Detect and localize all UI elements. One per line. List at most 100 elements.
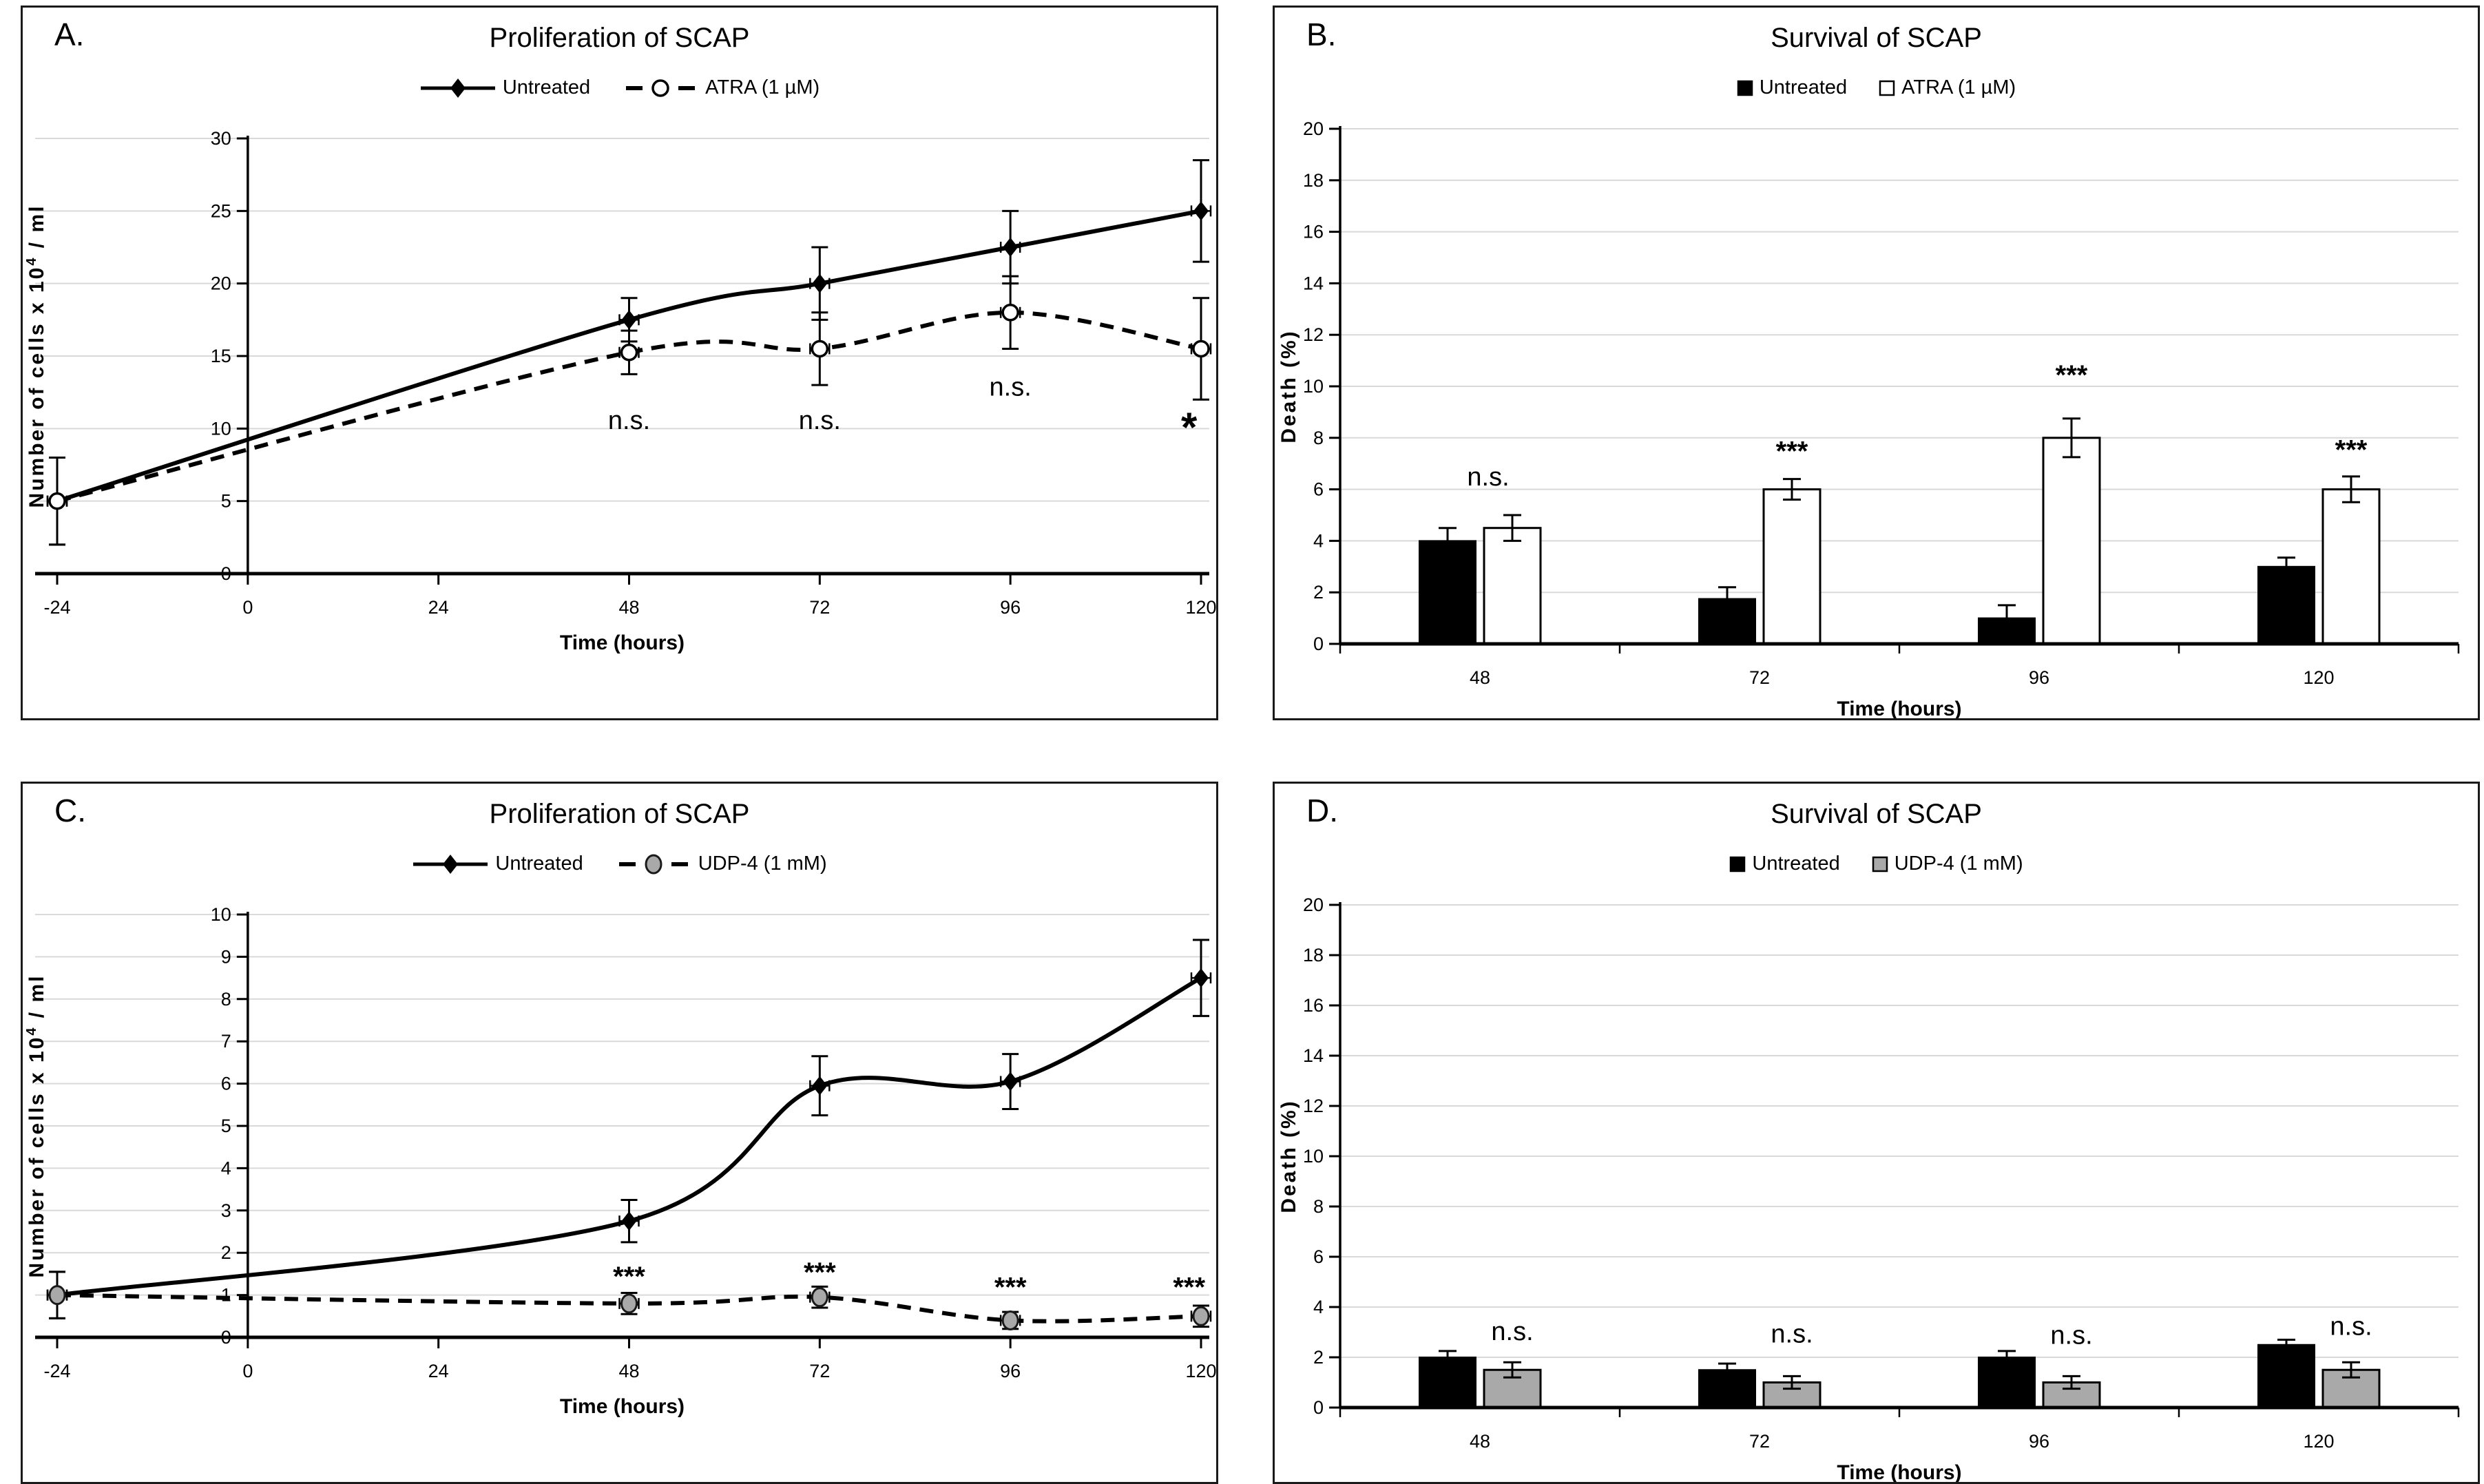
legend: Untreated UDP-4 (1 mM): [1275, 853, 2478, 875]
significance-annotation: n.s.: [2330, 1313, 2372, 1341]
significance-annotation: n.s.: [799, 406, 841, 435]
y-tick-label: 5: [221, 491, 231, 512]
y-tick-label: 6: [1313, 479, 1324, 500]
y-tick-label: 20: [1303, 118, 1324, 139]
x-tick-label: 72: [809, 1361, 830, 1381]
y-tick-label: 4: [1313, 530, 1324, 551]
panel-c-proliferation-udp4: C. Proliferation of SCAP Untreated UDP-4 …: [21, 782, 1218, 1484]
panel-b-survival-atra: B. Survival of SCAP Untreated ATRA (1 µM)…: [1273, 6, 2480, 720]
x-category-label: 72: [1749, 1431, 1770, 1452]
black-square-legend-icon: [1737, 80, 1753, 96]
legend-item: Untreated: [412, 853, 583, 875]
svg-text:Number of cells x 104 / ml: Number of cells x 104 / ml: [24, 974, 48, 1278]
x-tick-label: 96: [1000, 1361, 1021, 1381]
bar-treated: [1762, 1381, 1822, 1409]
x-tick-label: 96: [1000, 597, 1021, 618]
legend-label: Untreated: [1759, 76, 1848, 98]
x-axis-label: Time (hours): [560, 1395, 685, 1418]
gray-circle-marker-icon: [1001, 1310, 1019, 1330]
y-tick-label: 15: [211, 346, 231, 366]
y-tick-label: 20: [1303, 895, 1324, 915]
x-category-label: 96: [2029, 667, 2049, 688]
x-tick-label: -24: [43, 597, 70, 618]
bar-treated: [2042, 437, 2101, 645]
x-tick-label: 24: [428, 1361, 449, 1381]
legend-label: UDP-4 (1 mM): [698, 853, 827, 875]
legend: Untreated ATRA (1 µM): [1275, 76, 2478, 99]
y-tick-label: 18: [1303, 170, 1324, 191]
diamond-marker-icon: [1003, 1072, 1019, 1091]
x-axis-label: Time (hours): [1837, 1461, 1961, 1482]
gray-square-legend-icon: [1872, 856, 1888, 872]
legend-label: Untreated: [502, 76, 591, 98]
y-tick-label: 12: [1303, 324, 1324, 345]
y-tick-label: 4: [1313, 1297, 1324, 1317]
panel-letter: A.: [54, 17, 85, 52]
x-axis-label: Time (hours): [560, 631, 685, 654]
significance-annotation: n.s.: [608, 406, 650, 435]
y-tick-label: 3: [221, 1200, 231, 1221]
significance-annotation: *: [1181, 404, 1198, 450]
x-tick-label: 120: [1185, 1361, 1216, 1381]
diamond-marker-icon: [1193, 968, 1209, 988]
x-category-label: 72: [1749, 667, 1770, 688]
legend: Untreated ATRA (1 µM): [23, 76, 1216, 99]
legend-item: UDP-4 (1 mM): [615, 853, 827, 875]
diamond-marker-icon: [450, 78, 466, 98]
gray-circle-marker-icon: [620, 1293, 638, 1314]
x-tick-label: -24: [43, 1361, 70, 1381]
y-tick-label: 10: [211, 904, 231, 925]
survival-udp4-bar-chart: 0 2 4 6 8 10 12 14 16 18 20 48 72 96 120 Time (hours) De…: [1277, 895, 2460, 1482]
x-category-label: 48: [1470, 1431, 1490, 1452]
x-category-label: 48: [1470, 667, 1490, 688]
x-tick-label: 48: [618, 597, 639, 618]
y-axis-label: Death (%): [1277, 1099, 1300, 1213]
open-circle-marker-icon: [1192, 339, 1210, 358]
y-tick-label: 30: [211, 128, 231, 149]
bar-untreated: [1978, 1357, 2036, 1408]
legend-item: ATRA (1 µM): [622, 76, 820, 99]
y-tick-label: 8: [1313, 1196, 1324, 1217]
diamond-marker-icon: [812, 1076, 828, 1096]
legend-item: UDP-4 (1 mM): [1872, 853, 2023, 875]
significance-annotation: n.s.: [1491, 1317, 1533, 1346]
series-line: [56, 310, 1202, 503]
y-tick-label: 8: [1313, 428, 1324, 448]
legend-item: Untreated: [1729, 853, 1840, 875]
y-tick-label: 12: [1303, 1096, 1324, 1116]
y-tick-label: 1: [221, 1285, 231, 1306]
bar-treated: [1762, 488, 1822, 645]
open-circle-marker-icon: [1001, 304, 1019, 322]
svg-text:Number of cells x 104 / ml: Number of cells x 104 / ml: [24, 205, 48, 508]
y-tick-label: 14: [1303, 1045, 1324, 1066]
panel-d-survival-udp4: D. Survival of SCAP Untreated UDP-4 (1 mM…: [1273, 782, 2480, 1484]
dashed-line-circle-legend-icon: [626, 79, 696, 97]
significance-annotation: n.s.: [1771, 1320, 1813, 1349]
y-tick-label: 0: [1313, 1397, 1324, 1418]
open-circle-marker-icon: [811, 339, 829, 358]
significance-annotation: ***: [2335, 435, 2368, 466]
chart-title: Survival of SCAP: [1771, 799, 1982, 829]
bar-treated: [1483, 527, 1542, 645]
x-category-label: 96: [2029, 1431, 2049, 1452]
chart-title: Survival of SCAP: [1771, 23, 1982, 53]
significance-annotation: ***: [1776, 437, 1808, 467]
x-tick-label: 48: [618, 1361, 639, 1381]
y-tick-label: 0: [1313, 634, 1324, 654]
gray-circle-marker-icon: [645, 854, 662, 874]
legend-label: Untreated: [495, 853, 583, 875]
dashed-line-circle-legend-icon: [618, 854, 688, 874]
bar-untreated: [1419, 540, 1476, 645]
y-tick-label: 6: [221, 1074, 231, 1094]
significance-annotation: ***: [994, 1272, 1027, 1302]
panel-letter: D.: [1306, 793, 1338, 828]
y-tick-label: 18: [1303, 945, 1324, 965]
x-tick-label: 24: [428, 597, 449, 618]
significance-annotation: ***: [2056, 360, 2088, 390]
x-category-label: 120: [2303, 667, 2334, 688]
y-tick-label: 2: [1313, 1347, 1324, 1368]
panel-a-proliferation-atra: A. Proliferation of SCAP Untreated ATRA (…: [21, 6, 1218, 720]
y-tick-label: 7: [221, 1031, 231, 1052]
y-axis-label: Number of cells x 104 / ml: [24, 205, 48, 508]
